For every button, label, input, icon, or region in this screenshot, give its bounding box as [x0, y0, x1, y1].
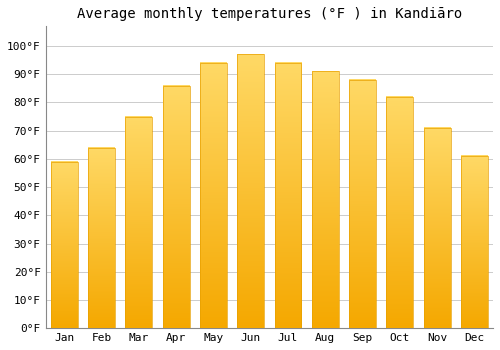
Bar — [386, 97, 413, 328]
Bar — [237, 55, 264, 328]
Bar — [424, 128, 450, 328]
Bar — [274, 63, 301, 328]
Bar — [51, 162, 78, 328]
Bar — [461, 156, 488, 328]
Bar — [162, 85, 190, 328]
Bar — [349, 80, 376, 328]
Title: Average monthly temperatures (°F ) in Kandiāro: Average monthly temperatures (°F ) in Ka… — [76, 7, 462, 21]
Bar — [200, 63, 227, 328]
Bar — [126, 117, 152, 328]
Bar — [88, 148, 115, 328]
Bar — [312, 71, 338, 328]
